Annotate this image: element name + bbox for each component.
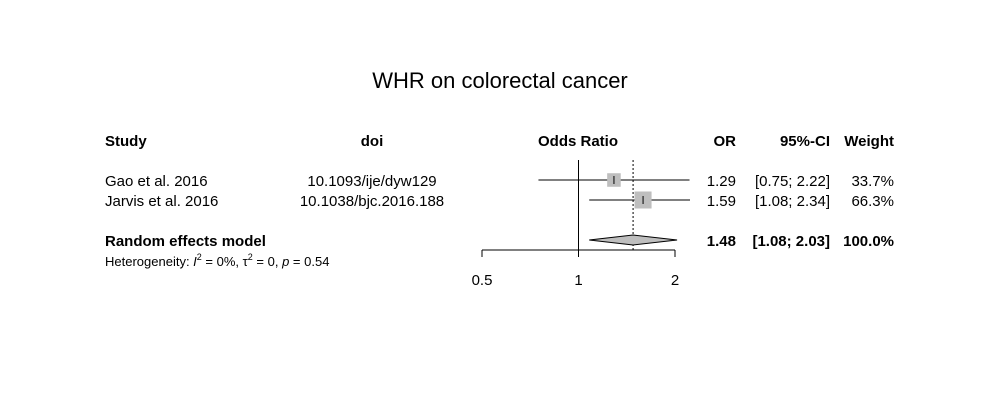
tau-superscript: 2 xyxy=(248,252,253,262)
study-doi: 10.1093/ije/dyw129 xyxy=(307,173,436,190)
x-axis-tick-label: 0.5 xyxy=(472,272,493,289)
pooled-diamond xyxy=(589,234,678,246)
pooled-ci: [1.08; 2.03] xyxy=(752,233,830,250)
header-ci: 95%-CI xyxy=(780,133,830,150)
x-axis-tick-label: 2 xyxy=(671,272,679,289)
study-weight: 66.3% xyxy=(851,193,894,210)
pooled-weight: 100.0% xyxy=(843,233,894,250)
i2-superscript: 2 xyxy=(197,252,202,262)
x-axis-tick-label: 1 xyxy=(574,272,582,289)
header-odds-ratio: Odds Ratio xyxy=(538,133,618,150)
header-or: OR xyxy=(714,133,737,150)
p-symbol: p xyxy=(281,254,289,269)
chart-title: WHR on colorectal cancer xyxy=(372,68,628,93)
study-or: 1.29 xyxy=(707,173,736,190)
header-weight: Weight xyxy=(844,133,894,150)
header-doi: doi xyxy=(361,133,384,150)
study-ci: [1.08; 2.34] xyxy=(755,193,830,210)
study-name: Jarvis et al. 2016 xyxy=(105,193,218,210)
study-or: 1.59 xyxy=(707,193,736,210)
pooled-or: 1.48 xyxy=(707,233,736,250)
study-doi: 10.1038/bjc.2016.188 xyxy=(300,193,444,210)
i2-value: = 0%, xyxy=(202,254,243,269)
i2-symbol: I xyxy=(193,254,197,269)
header-study: Study xyxy=(105,133,147,150)
heterogeneity-text: Heterogeneity: I2 = 0%, τ2 = 0, p = 0.54 xyxy=(105,252,329,269)
pooled-label: Random effects model xyxy=(105,233,266,250)
tau-value: = 0, xyxy=(253,254,282,269)
heterogeneity-prefix: Heterogeneity: xyxy=(105,254,193,269)
p-value: = 0.54 xyxy=(289,254,329,269)
study-ci: [0.75; 2.22] xyxy=(755,173,830,190)
forest-marks: 0.5 1 2 xyxy=(472,160,690,289)
study-name: Gao et al. 2016 xyxy=(105,173,208,190)
tau-symbol: τ xyxy=(243,254,249,269)
study-weight: 33.7% xyxy=(851,173,894,190)
